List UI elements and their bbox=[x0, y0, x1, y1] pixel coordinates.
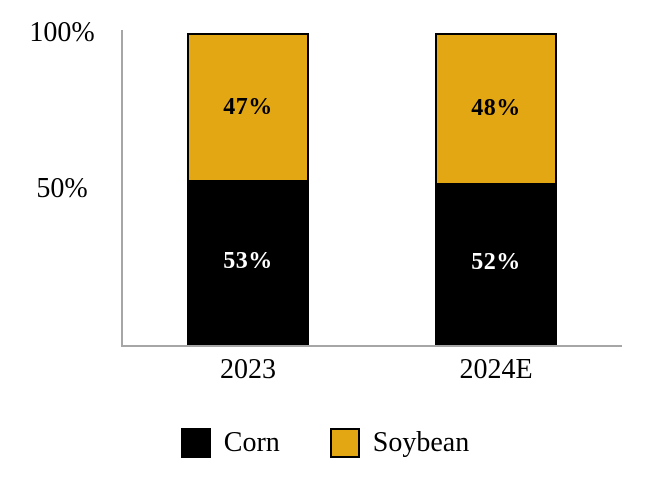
x-axis-line bbox=[121, 345, 622, 347]
y-axis-tick-labels: 100% 50% bbox=[0, 0, 120, 360]
bar-2023: 47% 53% bbox=[187, 33, 309, 345]
data-label-corn-2024e: 52% bbox=[471, 249, 521, 276]
bar-segment-soybean-2024e: 48% bbox=[437, 35, 555, 183]
bar-segment-corn-2023: 53% bbox=[189, 179, 307, 343]
bar-segment-corn-2024e: 52% bbox=[437, 182, 555, 343]
data-label-soybean-2023: 47% bbox=[223, 93, 273, 120]
y-tick-label: 50% bbox=[36, 173, 88, 204]
data-label-soybean-2024e: 48% bbox=[471, 95, 521, 122]
legend: Corn Soybean bbox=[0, 427, 650, 459]
x-tick-label-2023: 2023 bbox=[220, 354, 276, 385]
legend-item-soybean: Soybean bbox=[329, 427, 470, 458]
legend-label-corn: Corn bbox=[223, 427, 280, 458]
y-tick-label: 100% bbox=[29, 17, 95, 48]
bar-segment-soybean-2023: 47% bbox=[189, 35, 307, 180]
legend-label-soybean: Soybean bbox=[372, 427, 470, 458]
x-tick-label-2024e: 2024E bbox=[459, 354, 533, 385]
legend-item-corn: Corn bbox=[180, 427, 280, 458]
y-axis-line bbox=[121, 30, 123, 347]
data-label-corn-2023: 53% bbox=[223, 247, 273, 274]
x-axis-category-labels: 2023 2024E bbox=[122, 353, 622, 387]
bar-2024e: 48% 52% bbox=[435, 33, 557, 345]
legend-swatch-soybean bbox=[329, 428, 360, 458]
plot-area: 47% 53% 48% 52% bbox=[122, 33, 622, 345]
legend-swatch-corn bbox=[180, 428, 211, 458]
